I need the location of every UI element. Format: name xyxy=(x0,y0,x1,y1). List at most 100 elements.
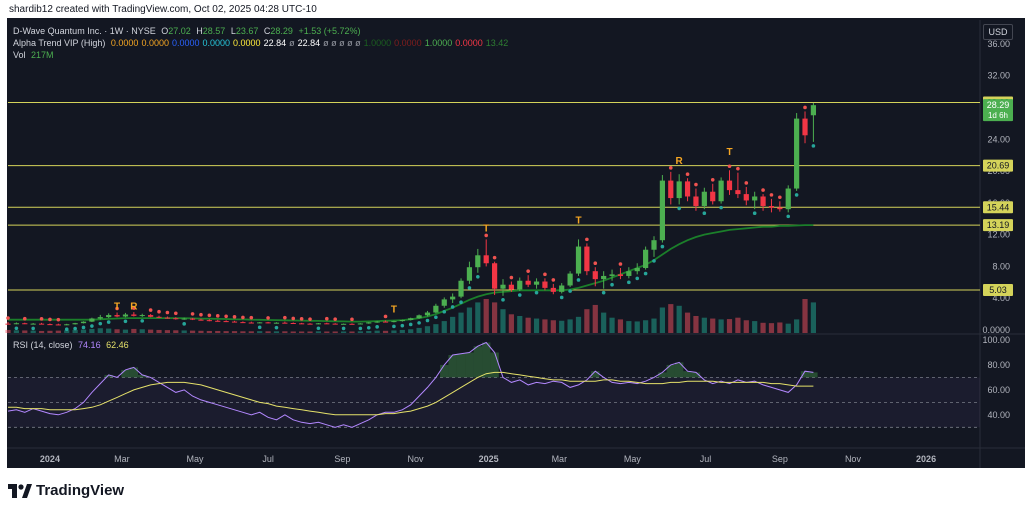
volume-bar xyxy=(315,331,322,333)
trend-dot xyxy=(736,166,740,171)
trend-dot xyxy=(190,312,195,316)
trend-dot xyxy=(39,317,44,321)
price-tag xyxy=(983,201,1013,214)
trend-dot xyxy=(366,326,371,330)
candle-body xyxy=(315,323,322,325)
volume-bar xyxy=(55,330,61,333)
candle-body xyxy=(726,180,733,191)
legend-indicator-value: 22.84 xyxy=(263,38,287,48)
legend-symbol[interactable]: D-Wave Quantum Inc. · 1W · NYSE xyxy=(13,26,156,36)
trend-dot xyxy=(249,315,254,320)
price-tag-label: 13.19 xyxy=(987,220,1010,230)
candle-body xyxy=(114,315,120,317)
legend-indicator-value: ø xyxy=(289,38,295,48)
volume-bar xyxy=(324,331,330,333)
volume-bar xyxy=(693,316,699,333)
rsi-overbought-fill xyxy=(440,364,449,378)
rsi-line xyxy=(7,341,814,428)
trend-dot xyxy=(31,326,35,331)
trend-dot xyxy=(786,214,791,219)
volume-bar xyxy=(391,330,397,333)
rsi-overbought-fill xyxy=(121,369,130,378)
legend-indicator-value: 13.42 xyxy=(485,38,509,48)
trend-dot xyxy=(90,324,94,328)
candle-body xyxy=(324,323,330,325)
trend-dot xyxy=(752,211,757,215)
rsi-tick-label: 80.00 xyxy=(987,360,1010,370)
candle-body xyxy=(760,196,766,207)
chart-frame[interactable] xyxy=(7,18,1025,468)
candle-body xyxy=(525,280,531,285)
volume-bar xyxy=(248,331,254,333)
volume-bar xyxy=(533,318,540,333)
trend-dot xyxy=(199,312,203,317)
time-tick-label: Sep xyxy=(334,454,350,464)
trend-dot xyxy=(299,317,304,321)
candle-body xyxy=(340,323,347,325)
trend-dot xyxy=(165,310,170,315)
legend-indicator-value: 0.0000 xyxy=(171,38,200,48)
rsi-overbought-fill xyxy=(666,364,675,378)
candle-body xyxy=(592,271,598,280)
trend-dot xyxy=(459,300,463,305)
legend-indicator-name[interactable]: Alpha Trend VIP (High) xyxy=(13,38,106,48)
time-tick-label: Nov xyxy=(845,454,862,464)
price-tick-label: 12.00 xyxy=(987,230,1010,240)
trend-dot xyxy=(576,278,581,282)
time-tick-label: 2026 xyxy=(916,454,936,464)
legend-volume-label[interactable]: Vol xyxy=(13,50,26,60)
candle-body xyxy=(802,118,808,136)
candle-body xyxy=(458,280,464,297)
trend-dot xyxy=(157,309,161,314)
candle-body xyxy=(735,190,741,195)
candle-body xyxy=(609,274,615,276)
candle-body xyxy=(148,315,154,317)
candle-body xyxy=(299,323,305,325)
candle-body xyxy=(475,255,481,268)
trend-dot xyxy=(702,211,707,215)
time-tick-label: Mar xyxy=(552,454,568,464)
currency-button[interactable]: USD xyxy=(983,24,1013,40)
legend-indicator-value: 0.0000 xyxy=(233,38,261,48)
rsi-overbought-fill xyxy=(674,362,684,378)
volume-bar xyxy=(148,329,154,333)
trend-dot xyxy=(333,317,337,321)
volume-bar xyxy=(450,316,456,333)
signal-marker: R xyxy=(130,302,138,313)
trend-dot xyxy=(551,278,556,282)
rsi-overbought-fill xyxy=(809,372,818,378)
volume-bar xyxy=(475,302,481,333)
trend-dot xyxy=(434,315,438,320)
candle-body xyxy=(223,321,229,323)
candle-body xyxy=(466,267,473,281)
price-tick-label: 24.00 xyxy=(987,134,1010,144)
brand-logo[interactable]: TradingView xyxy=(8,482,124,499)
volume-bar xyxy=(332,331,338,333)
volume-bar xyxy=(424,326,431,333)
volume-bar xyxy=(131,328,137,333)
legend-rsi-ma: 62.46 xyxy=(106,340,129,350)
trend-dot xyxy=(140,319,145,323)
trend-dot xyxy=(241,315,245,320)
volume-bar xyxy=(441,321,447,333)
candle-body xyxy=(139,315,145,317)
legend-low: 23.67 xyxy=(235,26,259,36)
volume-bar xyxy=(89,328,95,333)
trend-dot xyxy=(501,298,505,302)
trend-dot xyxy=(115,306,119,311)
price-tag-label: 20.69 xyxy=(987,161,1010,171)
trend-dot xyxy=(73,326,77,331)
trend-dot xyxy=(517,293,522,297)
candle-body xyxy=(55,324,61,326)
volume-bar xyxy=(240,331,246,333)
rsi-overbought-fill xyxy=(683,371,692,378)
candle-body xyxy=(332,323,338,325)
price-tag xyxy=(983,219,1013,232)
legend-rsi-label[interactable]: RSI (14, close) xyxy=(13,340,73,350)
trend-dot xyxy=(232,315,237,319)
trend-dot xyxy=(534,290,539,295)
candle-body xyxy=(626,271,632,276)
trend-dot xyxy=(392,324,396,329)
rsi-overbought-fill xyxy=(800,371,810,378)
